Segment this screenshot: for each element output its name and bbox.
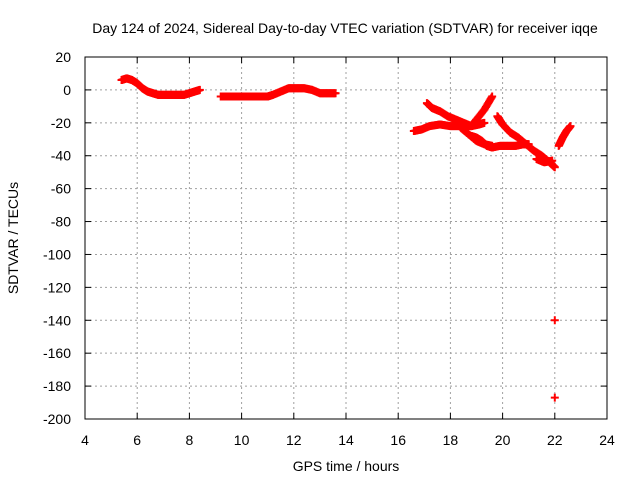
data-point: [488, 92, 497, 101]
series-track-6: [456, 123, 497, 150]
data-point: [550, 316, 559, 325]
y-tick-labels: 20 0 -20 -40 -60 -80 -100 -120 -140 -160 -180 -200: [43, 49, 71, 427]
x-tick-label: 24: [599, 432, 615, 448]
x-axis-label: GPS time / hours: [293, 458, 400, 474]
series-outliers: [550, 316, 559, 402]
x-tick-label: 20: [495, 432, 511, 448]
y-tick-label: -80: [51, 214, 71, 230]
series-track-4: [422, 92, 497, 131]
grid-lines: [85, 57, 607, 419]
x-tick-label: 12: [286, 432, 302, 448]
data-point: [550, 393, 559, 402]
y-tick-label: 0: [63, 82, 71, 98]
series-track-8: [532, 155, 557, 167]
y-axis-label: SDTVAR / TECUs: [5, 182, 21, 294]
x-tick-label: 4: [81, 432, 89, 448]
x-tick-label: 10: [234, 432, 250, 448]
plot-frame: [84, 56, 608, 420]
chart-title: Day 124 of 2024, Sidereal Day-to-day VTE…: [92, 20, 598, 36]
y-tick-label: -200: [43, 411, 71, 427]
data-point: [488, 141, 497, 150]
series-track-1: [117, 74, 204, 99]
data-point: [480, 118, 489, 127]
y-tick-label: -160: [43, 345, 71, 361]
y-tick-label: -40: [51, 148, 71, 164]
y-tick-label: 20: [55, 49, 71, 65]
series-track-9: [554, 122, 575, 150]
axis-ticks: [84, 56, 608, 420]
x-tick-label: 6: [133, 432, 141, 448]
y-tick-label: -20: [51, 115, 71, 131]
x-tick-label: 14: [338, 432, 354, 448]
data-point: [195, 85, 204, 94]
x-tick-label: 8: [186, 432, 194, 448]
y-tick-label: -120: [43, 279, 71, 295]
data-point: [331, 89, 340, 98]
series-track-2: [216, 84, 340, 101]
x-tick-label: 16: [390, 432, 406, 448]
y-tick-label: -60: [51, 181, 71, 197]
data-point: [550, 163, 559, 172]
y-tick-label: -180: [43, 378, 71, 394]
data-point: [566, 122, 575, 131]
y-tick-label: -100: [43, 246, 71, 262]
data-point: [548, 156, 557, 165]
x-tick-label: 22: [547, 432, 563, 448]
data-series: [117, 74, 575, 402]
x-tick-labels: 4 6 8 10 12 14 16 18 20 22 24: [81, 432, 615, 448]
y-tick-label: -140: [43, 312, 71, 328]
x-tick-label: 18: [443, 432, 459, 448]
